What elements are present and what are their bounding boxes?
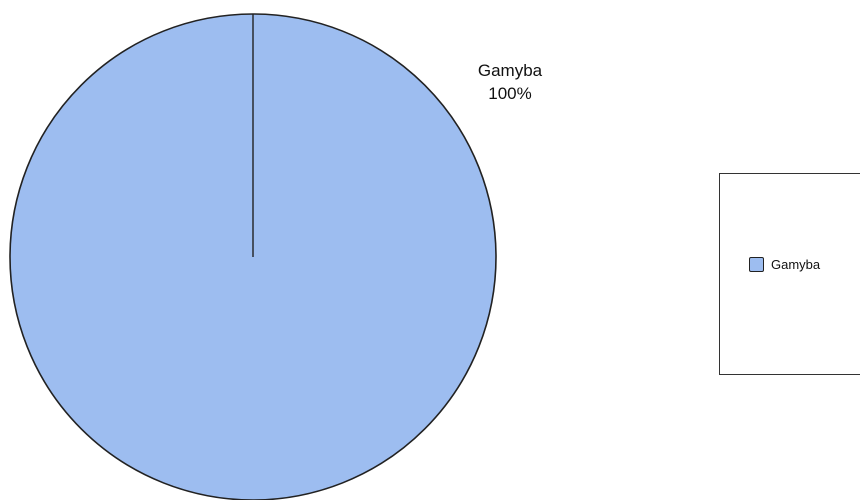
slice-label: Gamyba 100% xyxy=(440,59,580,105)
legend-label: Gamyba xyxy=(771,257,821,272)
slice-label-percent: 100% xyxy=(488,84,532,103)
legend-swatch xyxy=(749,257,764,272)
legend: Gamyba xyxy=(719,173,860,375)
slice-label-name: Gamyba xyxy=(477,61,543,80)
legend-item: Gamyba xyxy=(749,257,820,272)
